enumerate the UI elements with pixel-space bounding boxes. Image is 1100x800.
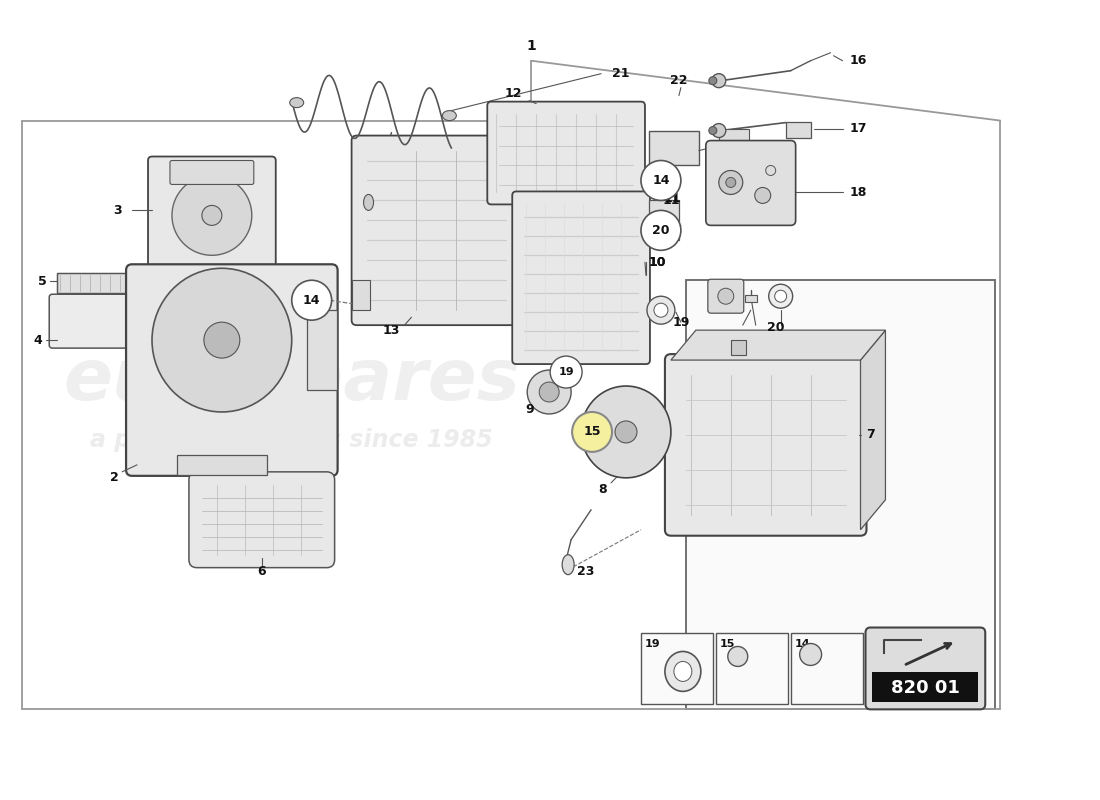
FancyBboxPatch shape bbox=[170, 161, 254, 185]
Polygon shape bbox=[860, 330, 886, 530]
FancyBboxPatch shape bbox=[50, 294, 185, 348]
Circle shape bbox=[292, 280, 331, 320]
Text: 9: 9 bbox=[525, 403, 533, 417]
Text: 5: 5 bbox=[37, 274, 46, 288]
Bar bbox=[718, 129, 749, 158]
Circle shape bbox=[550, 356, 582, 388]
Text: 1: 1 bbox=[526, 38, 536, 53]
Text: 18: 18 bbox=[850, 186, 867, 199]
Text: 20: 20 bbox=[767, 321, 784, 334]
Ellipse shape bbox=[712, 123, 726, 138]
Text: 13: 13 bbox=[383, 324, 400, 337]
Ellipse shape bbox=[204, 322, 240, 358]
Ellipse shape bbox=[674, 662, 692, 682]
FancyBboxPatch shape bbox=[664, 354, 867, 536]
Text: 14: 14 bbox=[795, 639, 811, 650]
FancyBboxPatch shape bbox=[148, 157, 276, 274]
Text: 10: 10 bbox=[648, 256, 666, 269]
Text: 22: 22 bbox=[670, 74, 688, 87]
Text: 10: 10 bbox=[648, 256, 666, 269]
Ellipse shape bbox=[728, 646, 748, 666]
Ellipse shape bbox=[581, 386, 671, 478]
Ellipse shape bbox=[708, 77, 717, 85]
Ellipse shape bbox=[539, 382, 559, 402]
Text: 20: 20 bbox=[652, 224, 670, 237]
Text: 19: 19 bbox=[559, 367, 574, 377]
Text: 14: 14 bbox=[652, 174, 670, 187]
Text: 11: 11 bbox=[662, 194, 680, 207]
Text: 3: 3 bbox=[113, 204, 121, 217]
Text: a passion for parts since 1985: a passion for parts since 1985 bbox=[90, 428, 493, 452]
Text: 6: 6 bbox=[257, 565, 266, 578]
Bar bbox=[716, 633, 788, 704]
FancyBboxPatch shape bbox=[487, 102, 645, 205]
Ellipse shape bbox=[364, 194, 374, 210]
Ellipse shape bbox=[653, 303, 668, 317]
Text: 21: 21 bbox=[613, 67, 630, 80]
Bar bbox=[352, 280, 370, 310]
Bar bbox=[57, 274, 138, 294]
Ellipse shape bbox=[442, 110, 456, 121]
FancyBboxPatch shape bbox=[352, 135, 521, 325]
Text: 17: 17 bbox=[850, 122, 867, 135]
Ellipse shape bbox=[152, 268, 292, 412]
Ellipse shape bbox=[774, 290, 786, 302]
Text: 11: 11 bbox=[663, 192, 681, 205]
Text: 15: 15 bbox=[583, 426, 601, 438]
Bar bbox=[730, 340, 746, 355]
Ellipse shape bbox=[202, 206, 222, 226]
FancyBboxPatch shape bbox=[189, 472, 334, 568]
Polygon shape bbox=[671, 330, 886, 360]
Ellipse shape bbox=[726, 178, 736, 187]
Bar bbox=[177, 455, 267, 475]
Ellipse shape bbox=[718, 170, 743, 194]
Bar bbox=[649, 201, 679, 240]
Text: 19: 19 bbox=[672, 316, 690, 329]
Bar bbox=[649, 130, 698, 166]
Ellipse shape bbox=[769, 284, 793, 308]
Text: 15: 15 bbox=[720, 639, 736, 650]
Text: 8: 8 bbox=[598, 483, 607, 496]
Bar bbox=[686, 280, 996, 710]
Bar bbox=[641, 633, 713, 704]
Ellipse shape bbox=[800, 643, 822, 666]
Text: 16: 16 bbox=[850, 54, 867, 67]
Ellipse shape bbox=[718, 288, 734, 304]
Bar bbox=[785, 122, 811, 138]
FancyBboxPatch shape bbox=[706, 141, 795, 226]
Circle shape bbox=[572, 412, 612, 452]
Text: 820 01: 820 01 bbox=[891, 679, 960, 698]
Circle shape bbox=[641, 210, 681, 250]
Ellipse shape bbox=[615, 421, 637, 443]
Text: 12: 12 bbox=[505, 87, 522, 100]
Bar bbox=[872, 672, 978, 702]
Bar bbox=[791, 633, 862, 704]
FancyBboxPatch shape bbox=[126, 264, 338, 476]
Ellipse shape bbox=[562, 554, 574, 574]
Ellipse shape bbox=[647, 296, 675, 324]
Circle shape bbox=[641, 161, 681, 201]
Ellipse shape bbox=[766, 166, 775, 175]
FancyBboxPatch shape bbox=[866, 627, 986, 710]
Ellipse shape bbox=[172, 175, 252, 255]
Ellipse shape bbox=[527, 370, 571, 414]
Text: 4: 4 bbox=[34, 334, 43, 346]
Ellipse shape bbox=[289, 98, 304, 108]
Text: 19: 19 bbox=[645, 639, 661, 650]
Bar bbox=[307, 310, 337, 390]
Ellipse shape bbox=[664, 651, 701, 691]
Ellipse shape bbox=[755, 187, 771, 203]
Ellipse shape bbox=[708, 126, 717, 134]
FancyBboxPatch shape bbox=[513, 191, 650, 364]
Ellipse shape bbox=[712, 74, 726, 88]
Text: 14: 14 bbox=[302, 294, 320, 306]
Bar bbox=[745, 295, 757, 302]
FancyBboxPatch shape bbox=[707, 279, 744, 313]
Text: 2: 2 bbox=[110, 471, 119, 484]
Text: 7: 7 bbox=[866, 429, 874, 442]
Text: eurospares: eurospares bbox=[64, 346, 520, 414]
Text: 23: 23 bbox=[578, 565, 595, 578]
